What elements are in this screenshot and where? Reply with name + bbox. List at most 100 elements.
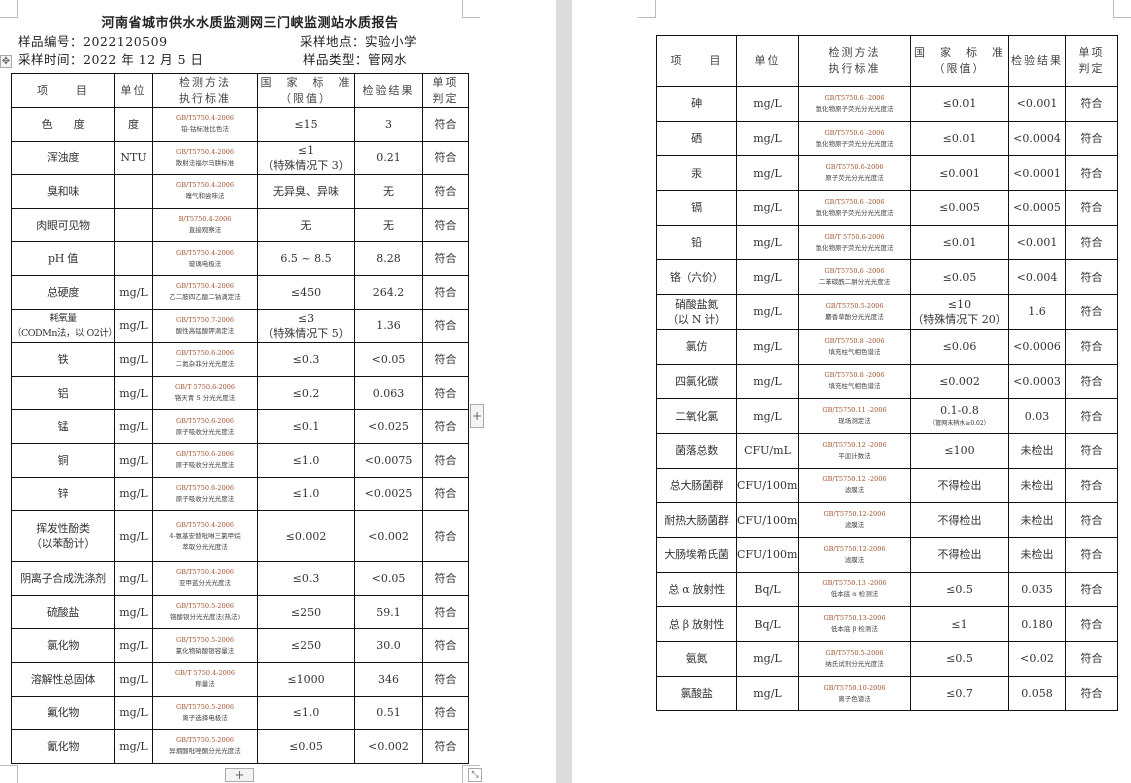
unit: mg/L xyxy=(114,729,153,764)
test-result: <0.05 xyxy=(354,561,423,596)
test-method: GB/T5750.11 -2006 现场测定法 xyxy=(798,398,911,434)
table-move-icon[interactable]: ✥ xyxy=(0,55,12,68)
test-method: GB/T5750.12-2006 滤膜法 xyxy=(798,536,911,573)
method-desc: 纳氏试剂分光光度法 xyxy=(825,659,884,668)
item-name: 总大肠菌群 xyxy=(656,467,737,504)
table-row: 浑浊度 NTU GB/T5750.4-2006 散射法福尔马肼标准 ≤1 （特殊情况下 … xyxy=(11,140,469,176)
verdict: 符合 xyxy=(422,661,469,697)
method-desc: 氢化物原子荧光分光光度法 xyxy=(815,208,894,217)
unit: CFU/mL xyxy=(736,432,799,469)
sample-number: 样品编号：2022120509 xyxy=(18,34,168,49)
test-method: GB/T5750.10-2006 离子色谱法 xyxy=(798,675,911,712)
test-result: <0.0001 xyxy=(1008,155,1066,192)
method-code: GB/T5750.12-2006 xyxy=(823,510,886,519)
unit: NTU xyxy=(114,140,153,176)
water-quality-table-page2: 项 目单位 检测方法 执行标准国 家 标 准 （限值） 检验结果 单项 判定砷 mg/L… xyxy=(656,35,1118,712)
method-desc: 铬酸钡分光光度法(热法) xyxy=(169,613,241,622)
method-desc: 麝香草酚分光光度法 xyxy=(825,312,884,321)
test-result: <0.025 xyxy=(354,409,423,444)
test-method: GB/T5750.5-2006 铬酸钡分光光度法(热法) xyxy=(152,594,258,630)
test-method: GB/T5750.5-2006 纳氏试剂分光光度法 xyxy=(798,641,911,677)
item-name: 挥发性酚类 （以苯酚计） xyxy=(11,510,115,563)
unit: mg/L xyxy=(114,342,153,377)
margin-corner-mark xyxy=(638,0,656,18)
table-row: 溶解性总固体 mg/L GB/T 5750.4-2006 称量法 ≤1000 346 符合 xyxy=(11,661,469,697)
standard-limit: ≤0.001 xyxy=(910,155,1009,192)
unit: mg/L xyxy=(736,190,799,226)
test-method: GB/T5750.6-2006 原子荧光分光光度法 xyxy=(798,155,911,192)
method-code: GB/T5750.13 -2006 xyxy=(822,579,887,588)
header-standard: 国 家 标 准 （限值） xyxy=(257,73,355,108)
item-name: 氯仿 xyxy=(656,328,737,365)
standard-limit: ≤1 xyxy=(910,606,1009,642)
test-result: 0.035 xyxy=(1008,571,1066,608)
standard-limit: 6.5 ~ 8.5 xyxy=(257,241,355,276)
header-standard: 国 家 标 准 （限值） xyxy=(910,35,1009,87)
method-code: GB/T5750.13-2006 xyxy=(823,614,886,623)
test-result: 8.28 xyxy=(354,241,423,276)
test-method: GB/T5750.8 -2006 填充柱气相色谱法 xyxy=(798,363,911,400)
method-code: GB/T5750.5-2006 xyxy=(825,301,884,310)
standard-value: ≤0.3 xyxy=(292,352,320,366)
header-verdict: 单项 判定 xyxy=(1065,35,1118,87)
add-row-button[interactable]: + xyxy=(225,768,254,782)
table-row: 氨氮 mg/L GB/T5750.5-2006 纳氏试剂分光光度法 ≤0.5 <0.02 符… xyxy=(656,641,1118,677)
method-code: GB/T5750.5-2006 xyxy=(176,602,234,611)
method-code: GB/T5750.6-2006 xyxy=(176,450,234,459)
method-desc: 嗅气和尝味法 xyxy=(185,192,225,201)
item-name: 汞 xyxy=(656,155,737,192)
standard-value: ≤450 xyxy=(290,285,322,299)
verdict: 符合 xyxy=(422,207,469,243)
method-desc: 氯化物硝酸银容量法 xyxy=(175,646,235,655)
test-method: GB/T 5750.6-2006 铬天青 S 分光光度法 xyxy=(152,375,258,411)
test-method: GB/T 5750.4-2006 称量法 xyxy=(152,661,258,697)
test-method: GB/T5750.13-2006 低本底 β 检测法 xyxy=(798,606,911,642)
standard-limit: ≤0.002 xyxy=(257,510,355,563)
unit: mg/L xyxy=(114,442,153,478)
standard-note: （管网末梢水≥0.02） xyxy=(929,420,990,428)
verdict: 符合 xyxy=(422,510,469,563)
method-desc: 现场测定法 xyxy=(838,417,871,426)
table-resize-icon[interactable]: ⤡ xyxy=(468,768,482,782)
test-result: 未检出 xyxy=(1008,502,1066,538)
table-row: 挥发性酚类 （以苯酚计） mg/L GB/T5750.4-2006 4-氨基安替吡啉三… xyxy=(11,510,469,563)
method-code: GB/T5750.5-2006 xyxy=(825,648,884,657)
item-name: 臭和味 xyxy=(11,174,115,209)
method-desc: 玻璃电极法 xyxy=(188,259,222,268)
verdict: 符合 xyxy=(1065,294,1118,330)
page-gap xyxy=(556,0,572,783)
standard-value: ≤0.01 xyxy=(942,97,977,111)
margin-corner-mark xyxy=(462,765,480,783)
unit: mg/L xyxy=(114,308,153,344)
test-method: GB/T5750.4-2006 乙二胺四乙酸二钠滴定法 xyxy=(152,274,258,310)
verdict: 符合 xyxy=(422,628,469,663)
table-row: 铅 mg/L GB/T 5750.6-2006 氢化物原子荧光分光光度法 ≤0.01 <0… xyxy=(656,224,1118,261)
standard-limit: ≤1000 xyxy=(257,661,355,697)
table-row: 总 α 放射性 Bq/L GB/T5750.13 -2006 低本底 α 检测法 ≤0.… xyxy=(656,571,1118,608)
verdict: 符合 xyxy=(422,409,469,444)
method-desc: 异烟酸吡唑酮分光光度法 xyxy=(169,747,241,756)
test-result: 未检出 xyxy=(1008,467,1066,504)
standard-value: ≤0.01 xyxy=(942,236,977,250)
margin-corner-mark xyxy=(0,0,18,18)
add-column-button[interactable]: + xyxy=(470,404,484,428)
test-method: GB/T5750.6-2006 二氮杂菲分光光度法 xyxy=(152,342,258,377)
unit xyxy=(114,241,153,276)
standard-limit: 无异臭、异味 xyxy=(257,174,355,209)
standard-value: ≤0.002 xyxy=(285,529,327,543)
unit: 度 xyxy=(114,107,153,142)
method-desc: 离子选择电极法 xyxy=(182,713,228,722)
test-result: <0.0004 xyxy=(1008,120,1066,157)
method-desc: 滤膜法 xyxy=(844,521,865,530)
method-code: GB/T 5750.6-2006 xyxy=(824,232,885,241)
method-desc: 原子吸收分光光度法 xyxy=(175,461,235,470)
standard-limit: ≤0.5 xyxy=(910,641,1009,677)
header-verdict: 单项 判定 xyxy=(422,73,469,108)
standard-limit: ≤3 （特殊情况下 5） xyxy=(257,308,355,344)
method-code: GB/T5750.4-2006 xyxy=(176,147,234,156)
standard-value: 不得检出 xyxy=(937,548,982,562)
method-desc: 滤膜法 xyxy=(844,486,865,495)
standard-value: ≤0.5 xyxy=(946,582,973,596)
verdict: 符合 xyxy=(422,174,469,209)
